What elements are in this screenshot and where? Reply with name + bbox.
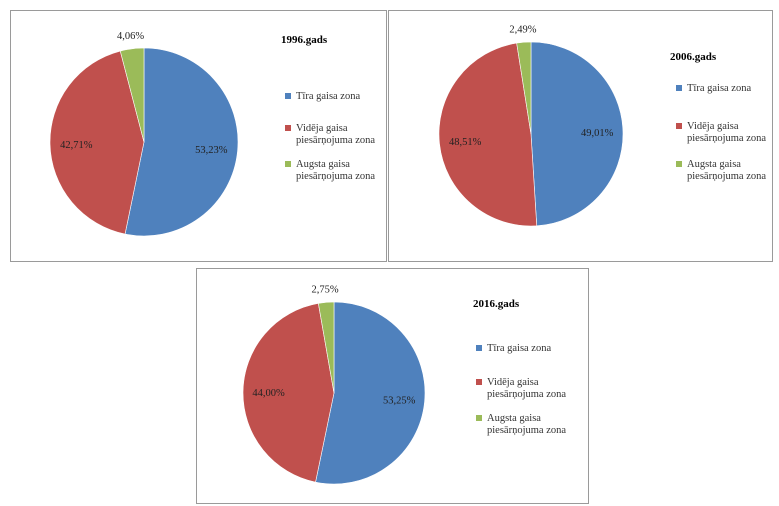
- legend-swatch-clean: [676, 85, 682, 91]
- legend-label-high: Augsta gaisa piesārņojuma zona: [487, 413, 566, 436]
- legend-label-clean: Tīra gaisa zona: [296, 91, 360, 102]
- pie-slice-medium: [242, 303, 335, 483]
- legend-label-clean: Tīra gaisa zona: [687, 83, 751, 94]
- pie-slice-high: [516, 41, 532, 135]
- pie-value-label: 2,49%: [509, 24, 536, 35]
- pie-value-label: 2,75%: [312, 284, 339, 295]
- pie-slice-clean: [315, 301, 426, 485]
- pie-value-label: 42,71%: [60, 140, 93, 151]
- pie-slice-high: [119, 47, 145, 143]
- legend-label-medium: Vidēja gaisa piesārņojuma zona: [296, 123, 375, 146]
- pie-slice-clean: [124, 47, 239, 237]
- legend-swatch-high: [676, 161, 682, 167]
- pie-svg: 53,25% 44,00% 2,75% 2016.gads Tīra gaisa zon…: [242, 284, 566, 485]
- legend-swatch-medium: [285, 125, 291, 131]
- pie-value-label: 49,01%: [581, 128, 614, 139]
- pie-svg: 49,01% 48,51% 2,49% 2006.gads Tīra gaisa zon…: [438, 24, 766, 227]
- chart-title: 2006.gads: [670, 51, 717, 63]
- pie-chart-2006: 49,01% 48,51% 2,49% 2006.gads Tīra gaisa zon…: [388, 10, 773, 262]
- legend-swatch-high: [476, 415, 482, 421]
- pie-slice-clean: [530, 41, 624, 227]
- pie-chart-2016: 53,25% 44,00% 2,75% 2016.gads Tīra gaisa zon…: [196, 268, 589, 504]
- pie-slice-medium: [49, 50, 145, 235]
- legend-swatch-high: [285, 161, 291, 167]
- legend-swatch-clean: [476, 345, 482, 351]
- pie-svg: 53,23% 42,71% 4,06% 1996.gads Tīra gaisa zon…: [49, 31, 375, 237]
- pie-value-label: 53,23%: [195, 145, 228, 156]
- legend-swatch-clean: [285, 93, 291, 99]
- legend-label-high: Augsta gaisa piesārņojuma zona: [296, 159, 375, 182]
- legend-label-medium: Vidēja gaisa piesārņojuma zona: [487, 377, 566, 400]
- chart-title: 1996.gads: [281, 34, 328, 46]
- legend-swatch-medium: [476, 379, 482, 385]
- pie-slice-high: [318, 301, 335, 394]
- pie-value-label: 48,51%: [449, 137, 482, 148]
- legend-label-clean: Tīra gaisa zona: [487, 343, 551, 354]
- pie-value-label: 53,25%: [383, 396, 416, 407]
- pie-value-label: 44,00%: [252, 388, 285, 399]
- pie-chart-1996: 53,23% 42,71% 4,06% 1996.gads Tīra gaisa zon…: [10, 10, 387, 262]
- legend-label-high: Augsta gaisa piesārņojuma zona: [687, 159, 766, 182]
- chart-title: 2016.gads: [473, 298, 520, 310]
- legend-label-medium: Vidēja gaisa piesārņojuma zona: [687, 121, 766, 144]
- pie-value-label: 4,06%: [117, 31, 144, 42]
- pie-slice-medium: [438, 42, 538, 227]
- legend-swatch-medium: [676, 123, 682, 129]
